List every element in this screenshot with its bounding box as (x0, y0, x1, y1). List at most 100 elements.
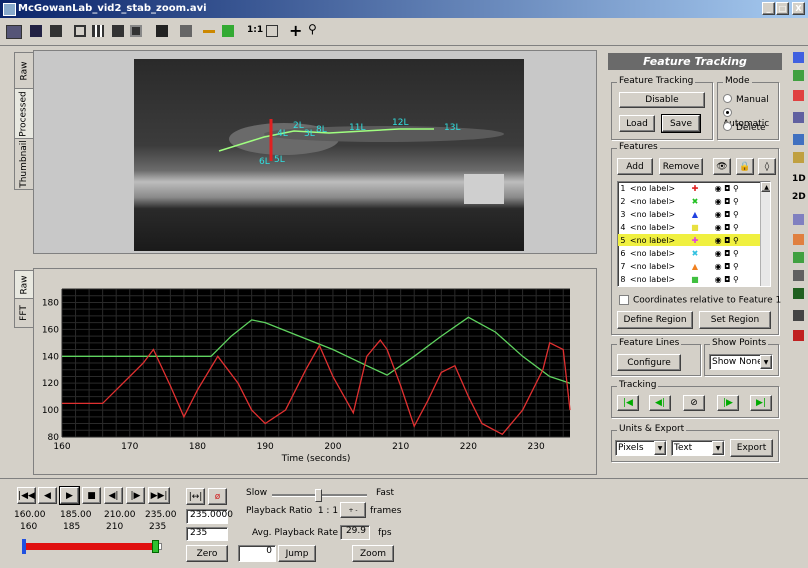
erase-icon[interactable]: ◊ (758, 158, 776, 175)
feature-visibility-icon[interactable]: ◉ ◘ ⚲ (714, 274, 739, 284)
red-icon[interactable] (793, 330, 804, 341)
feature-row[interactable]: 5 <no label> ✚ ◉ ◘ ⚲ (618, 234, 760, 246)
timeline-start-marker[interactable] (22, 539, 26, 554)
feature-visibility-icon[interactable]: ◉ ◘ ⚲ (714, 248, 739, 258)
feature-marker-icon[interactable]: ✚ (691, 235, 699, 245)
feature-visibility-icon[interactable]: ◉ ◘ ⚲ (714, 183, 739, 193)
tab-fft[interactable]: FFT (14, 298, 34, 328)
box-icon[interactable] (222, 25, 234, 37)
view2-icon[interactable] (74, 25, 86, 37)
track-prev-button[interactable]: ◀| (649, 395, 671, 411)
save-icon[interactable] (30, 25, 42, 37)
jump-button[interactable]: Jump (278, 545, 316, 562)
feature-row[interactable]: 4 <no label> ■ ◉ ◘ ⚲ (618, 221, 760, 233)
2d-icon[interactable]: 2D (792, 192, 806, 202)
mode-automatic-radio[interactable]: Automatic (723, 107, 778, 129)
tab-thumbnail[interactable]: Thumbnail (14, 138, 34, 190)
settings-icon[interactable] (180, 25, 192, 37)
feature-visibility-icon[interactable]: ◉ ◘ ⚲ (714, 235, 739, 245)
ratio-label[interactable]: 1:1 (247, 25, 264, 35)
feature-row[interactable]: 2 <no label> ✖ ◉ ◘ ⚲ (618, 195, 760, 207)
chevron-down-icon[interactable]: ▼ (760, 355, 772, 369)
fit-icon[interactable] (266, 25, 278, 37)
define-region-button[interactable]: Define Region (617, 311, 693, 329)
view1-icon[interactable] (50, 25, 62, 37)
zoom-button[interactable]: Zoom (352, 545, 394, 562)
feature-visibility-icon[interactable]: ◉ ◘ ⚲ (714, 222, 739, 232)
record-icon[interactable] (793, 288, 804, 299)
feature-marker-icon[interactable]: ■ (691, 274, 699, 284)
set-range-button[interactable]: |↔| (186, 488, 205, 505)
color-icon[interactable] (793, 52, 804, 63)
grid-view-icon[interactable] (793, 134, 804, 145)
chevron-down-icon[interactable]: ▼ (654, 441, 666, 455)
feature-visibility-icon[interactable]: ◉ ◘ ⚲ (714, 196, 739, 206)
tab-raw-chart[interactable]: Raw (14, 270, 34, 300)
feature-row[interactable]: 8 <no label> ■ ◉ ◘ ⚲ (618, 273, 760, 285)
mode-delete-radio[interactable]: Delete (723, 121, 766, 133)
plant-icon[interactable] (793, 252, 804, 263)
add-feature-button[interactable]: Add (617, 158, 653, 175)
line-icon[interactable] (203, 30, 215, 33)
speed-thumb[interactable] (315, 489, 322, 502)
clear-range-button[interactable]: ø (208, 488, 227, 505)
speed-slider[interactable] (272, 489, 367, 502)
stop-button[interactable]: ■ (82, 487, 101, 504)
curve-icon[interactable] (793, 214, 804, 225)
zero-button[interactable]: Zero (186, 545, 228, 562)
jump-field[interactable]: 0 (238, 545, 276, 562)
feature-row[interactable]: 6 <no label> ✖ ◉ ◘ ⚲ (618, 247, 760, 259)
track-stop-button[interactable]: ⊘ (683, 395, 705, 411)
feature-visibility-icon[interactable]: ◉ ◘ ⚲ (714, 261, 739, 271)
configure-button[interactable]: Configure (617, 354, 681, 371)
timeline-slider[interactable] (22, 538, 162, 556)
feature-marker-icon[interactable]: ■ (691, 222, 699, 232)
set-region-button[interactable]: Set Region (699, 311, 771, 329)
format-select[interactable]: Text ▼ (671, 440, 725, 456)
feature-row[interactable]: 3 <no label> ▲ ◉ ◘ ⚲ (618, 208, 760, 220)
track-first-button[interactable]: |◀ (617, 395, 639, 411)
film-icon[interactable] (793, 310, 804, 321)
tab-raw-video[interactable]: Raw (14, 52, 34, 90)
lock-icon[interactable]: 🔒 (736, 158, 754, 175)
paint2-icon[interactable] (793, 234, 804, 245)
feature-marker-icon[interactable]: ▲ (691, 261, 699, 271)
video-frame[interactable]: 2L 4L 3L 8L 11L 12L 13L 6L 5L (134, 59, 524, 251)
paint-icon[interactable] (793, 152, 804, 163)
export-button[interactable]: Export (730, 439, 773, 457)
track-next-button[interactable]: |▶ (717, 395, 739, 411)
chevron-down-icon[interactable]: ▼ (712, 441, 724, 455)
step-back-button[interactable]: ◀| (104, 487, 123, 504)
disable-button[interactable]: Disable (619, 92, 705, 108)
image-icon[interactable] (793, 270, 804, 281)
eye-icon[interactable]: 👁 (713, 158, 731, 175)
grid-icon[interactable] (156, 25, 168, 37)
show-points-select[interactable]: Show None ▼ (709, 354, 773, 370)
save-button[interactable]: Save (661, 114, 701, 133)
feature-visibility-icon[interactable]: ◉ ◘ ⚲ (714, 209, 739, 219)
current-frame-field[interactable]: 235 (186, 527, 228, 541)
first-frame-button[interactable]: |◀◀ (17, 487, 36, 504)
play-button[interactable]: ▶ (59, 486, 80, 505)
feature-marker-icon[interactable]: ✖ (691, 196, 699, 206)
relative-checkbox[interactable]: Coordinates relative to Feature 1 (619, 295, 781, 306)
mode-manual-radio[interactable]: Manual (723, 93, 769, 105)
add-icon[interactable]: + (289, 21, 303, 40)
prev-frame-button[interactable]: ◀ (38, 487, 57, 504)
1d-icon[interactable]: 1D (792, 174, 806, 184)
zoom-icon[interactable]: ⚲ (308, 22, 317, 36)
feature-marker-icon[interactable]: ✖ (691, 248, 699, 258)
units-select[interactable]: Pixels ▼ (615, 440, 667, 456)
feature-marker-icon[interactable]: ▲ (691, 209, 699, 219)
marker-icon[interactable] (793, 90, 804, 101)
current-time-field[interactable]: 235.0000 (186, 509, 233, 524)
open-icon[interactable] (6, 25, 22, 39)
feature-row[interactable]: 1 <no label> ✚ ◉ ◘ ⚲ (618, 182, 760, 194)
maximize-button[interactable]: □ (776, 2, 789, 15)
features-list[interactable]: 1 <no label> ✚ ◉ ◘ ⚲ 2 <no label> ✖ ◉ ◘ ⚲ 3 <no l… (617, 181, 771, 287)
minimize-button[interactable]: _ (762, 2, 775, 15)
feature-row[interactable]: 7 <no label> ▲ ◉ ◘ ⚲ (618, 260, 760, 272)
remove-feature-button[interactable]: Remove (659, 158, 703, 175)
step-forward-button[interactable]: |▶ (126, 487, 145, 504)
frame-icon[interactable] (130, 25, 142, 37)
